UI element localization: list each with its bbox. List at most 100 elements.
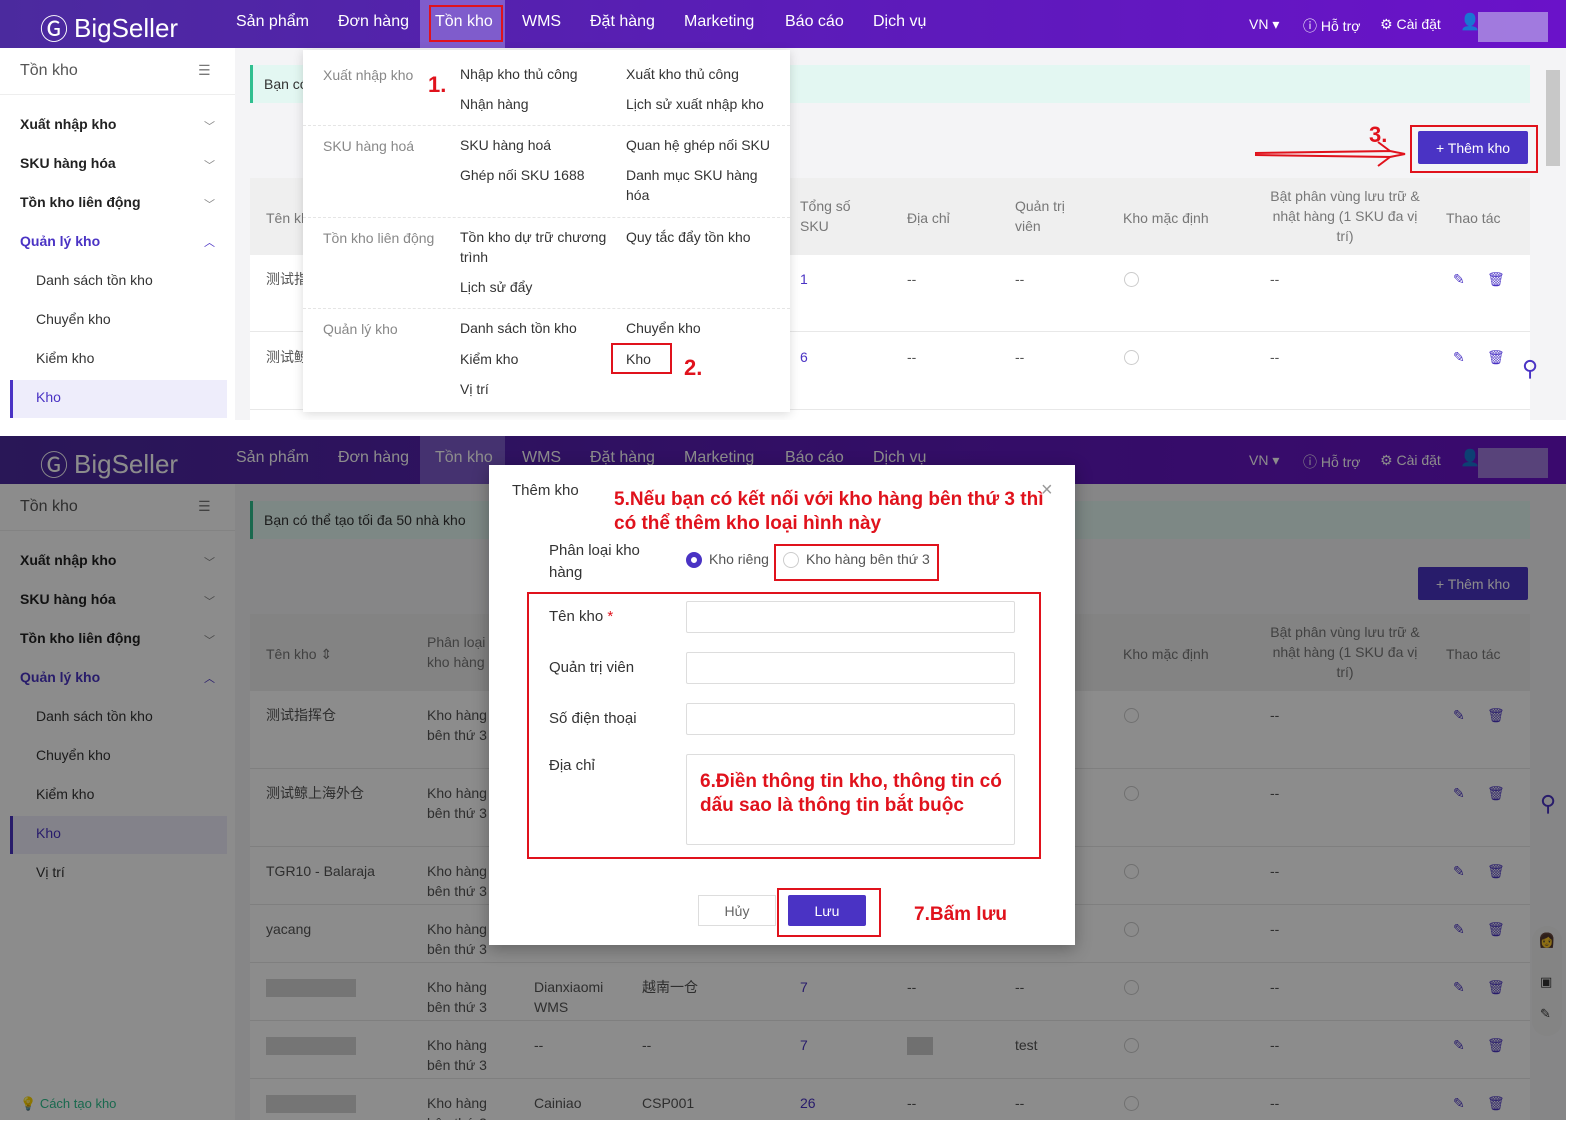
default-warehouse-radio[interactable] bbox=[1124, 1096, 1139, 1111]
menu-item[interactable]: Tồn kho dự trữ chương trình bbox=[460, 229, 607, 265]
nav-bao-cao[interactable]: Báo cáo bbox=[785, 449, 844, 466]
cancel-button[interactable]: Hủy bbox=[698, 895, 776, 926]
nav-ton-kho[interactable]: Tồn kho bbox=[435, 449, 493, 466]
edit-icon[interactable]: ✎ bbox=[1453, 707, 1465, 723]
menu-item[interactable]: Chuyển kho bbox=[626, 320, 701, 336]
trash-icon[interactable]: 🗑 bbox=[1487, 707, 1505, 723]
default-warehouse-radio[interactable] bbox=[1124, 980, 1139, 995]
edit-icon[interactable]: ✎ bbox=[1453, 271, 1465, 287]
nav-don-hang[interactable]: Đơn hàng bbox=[338, 13, 409, 30]
menu-item[interactable]: Danh mục SKU hàng hóa bbox=[626, 167, 758, 203]
sidebar-group-xuat-nhap-kho[interactable]: Xuất nhập kho bbox=[20, 116, 117, 132]
menu-item[interactable]: Nhận hàng bbox=[460, 96, 529, 112]
nav-don-hang[interactable]: Đơn hàng bbox=[338, 449, 409, 466]
menu-item-kho[interactable]: Kho bbox=[626, 351, 651, 367]
nav-san-pham[interactable]: Sản phẩm bbox=[236, 13, 309, 30]
nav-dich-vu[interactable]: Dịch vụ bbox=[873, 13, 927, 30]
col-ten-kho[interactable]: Tên kho ⇕ bbox=[266, 646, 333, 662]
menu-item[interactable]: Xuất kho thủ công bbox=[626, 66, 739, 82]
collapse-sidebar-icon[interactable]: ☰ bbox=[198, 62, 211, 78]
menu-item[interactable]: Nhập kho thủ công bbox=[460, 66, 578, 82]
sidebar-group-quan-ly-kho[interactable]: Quản lý kho bbox=[20, 669, 101, 685]
menu-item[interactable]: Quan hệ ghép nối SKU bbox=[626, 137, 770, 153]
user-avatar-icon[interactable]: 👤 bbox=[1460, 14, 1480, 31]
radio-kho-ben-thu-3[interactable] bbox=[783, 552, 799, 568]
nav-dat-hang[interactable]: Đặt hàng bbox=[590, 13, 655, 30]
add-warehouse-button[interactable]: + Thêm kho bbox=[1418, 131, 1528, 164]
nav-wms[interactable]: WMS bbox=[522, 449, 562, 466]
sidebar-item-kiem-kho[interactable]: Kiểm kho bbox=[36, 350, 95, 366]
nav-wms[interactable]: WMS bbox=[522, 13, 562, 30]
default-warehouse-radio[interactable] bbox=[1124, 864, 1139, 879]
nav-bao-cao[interactable]: Báo cáo bbox=[785, 13, 844, 30]
trash-icon[interactable]: 🗑 bbox=[1487, 1037, 1505, 1053]
user-avatar-icon[interactable]: 👤 bbox=[1460, 450, 1480, 467]
default-warehouse-radio[interactable] bbox=[1124, 1038, 1139, 1053]
default-warehouse-radio[interactable] bbox=[1124, 786, 1139, 801]
menu-item[interactable]: Lịch sử đẩy bbox=[460, 279, 533, 295]
nav-dat-hang[interactable]: Đặt hàng bbox=[590, 449, 655, 466]
sidebar-group-ton-kho-lien-dong[interactable]: Tồn kho liên động bbox=[20, 194, 141, 210]
sidebar-group-sku[interactable]: SKU hàng hóa bbox=[20, 155, 116, 171]
edit-icon[interactable]: ✎ bbox=[1453, 863, 1465, 879]
trash-icon[interactable]: 🗑 bbox=[1487, 921, 1505, 937]
cell-sku-count[interactable]: 6 bbox=[800, 349, 808, 365]
sidebar-item-kiem-kho[interactable]: Kiểm kho bbox=[36, 786, 95, 802]
cell-sku-count[interactable]: 7 bbox=[800, 979, 808, 995]
trash-icon[interactable]: 🗑 bbox=[1487, 863, 1505, 879]
phone-input[interactable] bbox=[686, 703, 1015, 735]
edit-icon[interactable]: ✎ bbox=[1453, 1037, 1465, 1053]
nav-dich-vu[interactable]: Dịch vụ bbox=[873, 449, 927, 466]
menu-item[interactable]: SKU hàng hoá bbox=[460, 137, 552, 153]
sidebar-group-sku[interactable]: SKU hàng hóa bbox=[20, 591, 116, 607]
video-tutorial-icon[interactable]: ▣ bbox=[1540, 974, 1553, 989]
edit-icon[interactable]: ✎ bbox=[1453, 979, 1465, 995]
sidebar-item-danh-sach-ton-kho[interactable]: Danh sách tồn kho bbox=[36, 708, 153, 724]
default-warehouse-radio[interactable] bbox=[1124, 922, 1139, 937]
sidebar-group-quan-ly-kho[interactable]: Quản lý kho bbox=[20, 233, 101, 249]
page-scrollbar[interactable] bbox=[1546, 70, 1560, 166]
help-link[interactable]: ⓘ Hỗ trợ bbox=[1303, 18, 1361, 34]
radio-kho-rieng[interactable] bbox=[686, 552, 702, 568]
sidebar-item-danh-sach-ton-kho[interactable]: Danh sách tồn kho bbox=[36, 272, 153, 288]
nav-san-pham[interactable]: Sản phẩm bbox=[236, 449, 309, 466]
trash-icon[interactable]: 🗑 bbox=[1487, 271, 1505, 287]
sidebar-item-chuyen-kho[interactable]: Chuyển kho bbox=[36, 747, 111, 763]
trash-icon[interactable]: 🗑 bbox=[1487, 1095, 1505, 1111]
edit-icon[interactable]: ✎ bbox=[1453, 349, 1465, 365]
menu-item[interactable]: Danh sách tồn kho bbox=[460, 320, 577, 336]
feedback-icon[interactable]: ✎ bbox=[1540, 1006, 1551, 1021]
support-avatar-icon[interactable]: 👩 bbox=[1538, 932, 1556, 948]
sidebar-group-ton-kho-lien-dong[interactable]: Tồn kho liên động bbox=[20, 630, 141, 646]
how-to-create-link[interactable]: 💡 Cách tạo kho bbox=[20, 1096, 117, 1111]
sidebar-item-chuyen-kho[interactable]: Chuyển kho bbox=[36, 311, 111, 327]
menu-item[interactable]: Vị trí bbox=[460, 381, 489, 397]
cell-sku-count[interactable]: 26 bbox=[800, 1095, 816, 1111]
language-select[interactable]: VN ▾ bbox=[1249, 16, 1280, 32]
menu-item[interactable]: Quy tắc đẩy tồn kho bbox=[626, 229, 751, 245]
sidebar-item-kho[interactable]: Kho bbox=[36, 825, 61, 841]
default-warehouse-radio[interactable] bbox=[1124, 272, 1139, 287]
sidebar-item-kho[interactable]: Kho bbox=[36, 389, 61, 405]
nav-marketing[interactable]: Marketing bbox=[684, 13, 755, 30]
admin-input[interactable] bbox=[686, 652, 1015, 684]
trash-icon[interactable]: 🗑 bbox=[1487, 979, 1505, 995]
help-link[interactable]: ⓘ Hỗ trợ bbox=[1303, 454, 1361, 470]
nav-marketing[interactable]: Marketing bbox=[684, 449, 755, 466]
menu-item[interactable]: Lịch sử xuất nhập kho bbox=[626, 96, 764, 112]
close-icon[interactable]: × bbox=[1041, 479, 1053, 501]
settings-link[interactable]: ⚙ Cài đặt bbox=[1380, 16, 1441, 32]
trash-icon[interactable]: 🗑 bbox=[1487, 785, 1505, 801]
warehouse-name-input[interactable] bbox=[686, 601, 1015, 633]
sidebar-group-xuat-nhap-kho[interactable]: Xuất nhập kho bbox=[20, 552, 117, 568]
cell-sku-count[interactable]: 7 bbox=[800, 1037, 808, 1053]
menu-item[interactable]: Ghép nối SKU 1688 bbox=[460, 167, 585, 183]
edit-icon[interactable]: ✎ bbox=[1453, 785, 1465, 801]
cell-sku-count[interactable]: 1 bbox=[800, 271, 808, 287]
edit-icon[interactable]: ✎ bbox=[1453, 921, 1465, 937]
default-warehouse-radio[interactable] bbox=[1124, 708, 1139, 723]
save-button[interactable]: Lưu bbox=[788, 895, 866, 926]
trash-icon[interactable]: 🗑 bbox=[1487, 349, 1505, 365]
add-warehouse-button[interactable]: + Thêm kho bbox=[1418, 567, 1528, 600]
menu-item[interactable]: Kiểm kho bbox=[460, 351, 519, 367]
